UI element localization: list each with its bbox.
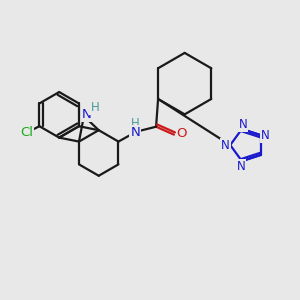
Text: N: N — [82, 108, 92, 121]
Text: Cl: Cl — [20, 126, 33, 139]
Text: N: N — [130, 126, 140, 139]
Text: H: H — [131, 117, 140, 130]
Text: N: N — [221, 139, 230, 152]
Text: O: O — [177, 127, 187, 140]
Text: N: N — [238, 118, 247, 130]
Text: H: H — [90, 101, 99, 114]
Text: N: N — [236, 160, 245, 172]
Text: N: N — [261, 129, 270, 142]
